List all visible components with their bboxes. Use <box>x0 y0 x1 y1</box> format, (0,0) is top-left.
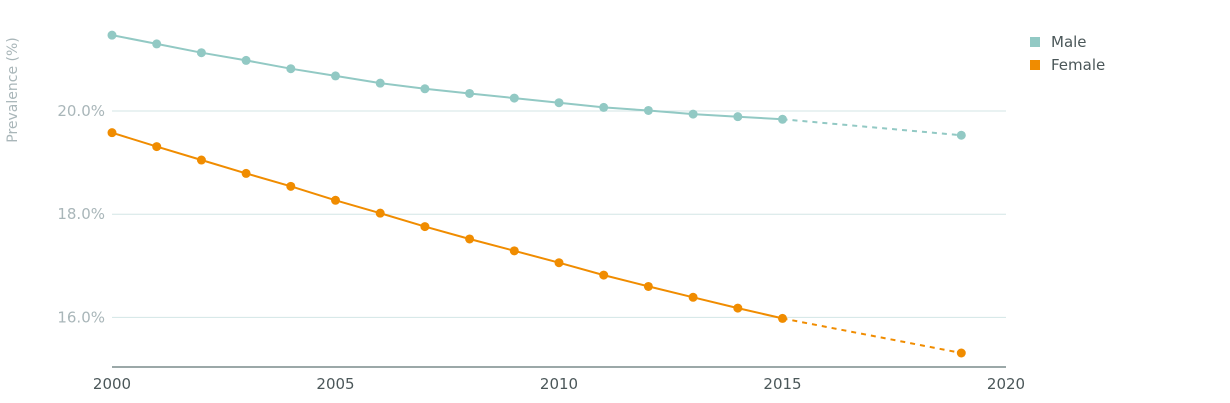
data-point-male[interactable] <box>375 78 385 88</box>
data-point-male[interactable] <box>152 39 162 49</box>
data-point-male[interactable] <box>241 55 251 65</box>
x-tick-label: 2005 <box>316 375 354 393</box>
data-point-female[interactable] <box>286 181 296 191</box>
series-female <box>107 128 966 358</box>
data-point-female[interactable] <box>196 155 206 165</box>
data-point-female[interactable] <box>465 234 475 244</box>
legend-swatch <box>1030 60 1040 70</box>
data-point-male[interactable] <box>107 30 117 40</box>
projection-line-male <box>782 118 962 137</box>
legend-label: Male <box>1051 33 1087 51</box>
data-point-female[interactable] <box>956 348 966 358</box>
legend-swatch <box>1030 37 1040 47</box>
data-point-female[interactable] <box>509 246 519 256</box>
data-point-female[interactable] <box>420 222 430 232</box>
data-point-male[interactable] <box>733 112 743 122</box>
data-point-female[interactable] <box>107 128 117 138</box>
y-tick-label: 16.0% <box>57 308 105 326</box>
grid-layer: 16.0% 18.0% 20.0% <box>57 102 1006 326</box>
data-point-female[interactable] <box>152 142 162 152</box>
projection-line-female <box>782 317 962 354</box>
data-point-female[interactable] <box>733 303 743 313</box>
data-point-male[interactable] <box>599 102 609 112</box>
series-line-male <box>111 34 783 121</box>
data-point-female[interactable] <box>599 270 609 280</box>
legend: Male Female <box>1030 33 1105 74</box>
x-tick-label: 2020 <box>987 375 1025 393</box>
y-tick-label: 18.0% <box>57 205 105 223</box>
y-axis-title: Prevalence (%) <box>5 37 21 143</box>
data-point-male[interactable] <box>509 93 519 103</box>
y-tick-label: 20.0% <box>57 102 105 120</box>
data-point-female[interactable] <box>554 258 564 268</box>
series-layer <box>107 30 966 358</box>
data-point-female[interactable] <box>331 195 340 205</box>
data-point-female[interactable] <box>688 292 698 302</box>
data-point-male[interactable] <box>465 88 475 98</box>
series-line-female <box>111 131 783 320</box>
x-tick-label: 2010 <box>540 375 578 393</box>
data-point-male[interactable] <box>420 84 430 94</box>
data-point-male[interactable] <box>688 109 698 119</box>
x-tick-label: 2015 <box>763 375 801 393</box>
data-point-female[interactable] <box>375 208 385 218</box>
data-point-male[interactable] <box>643 105 653 115</box>
legend-label: Female <box>1051 56 1105 74</box>
data-point-male[interactable] <box>778 114 787 124</box>
data-point-female[interactable] <box>643 281 653 291</box>
legend-item-female[interactable]: Female <box>1030 56 1105 74</box>
data-point-female[interactable] <box>241 168 251 178</box>
data-point-male[interactable] <box>956 130 966 140</box>
series-male <box>107 30 966 140</box>
data-point-male[interactable] <box>286 64 296 74</box>
legend-item-male[interactable]: Male <box>1030 33 1087 51</box>
data-point-male[interactable] <box>331 71 340 81</box>
data-point-male[interactable] <box>554 98 564 108</box>
axis-layer: 2000 2005 2010 2015 2020 <box>93 366 1025 393</box>
x-tick-label: 2000 <box>93 375 131 393</box>
data-point-male[interactable] <box>196 48 206 58</box>
data-point-female[interactable] <box>778 313 787 323</box>
